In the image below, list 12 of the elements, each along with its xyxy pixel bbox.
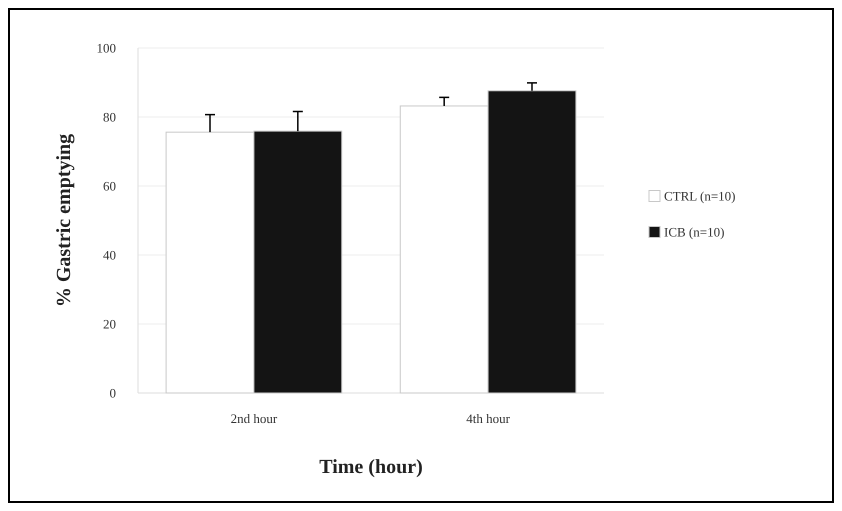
x-tick-label: 2nd hour (230, 411, 278, 426)
x-tick-label: 4th hour (466, 411, 511, 426)
y-tick-label: 40 (103, 248, 116, 263)
y-tick-label: 60 (103, 178, 116, 194)
y-tick-label: 0 (110, 386, 116, 401)
y-tick-label: 20 (103, 316, 116, 332)
x-axis-title: Time (hour) (319, 456, 423, 478)
legend-label: ICB (n=10) (664, 224, 724, 240)
y-axis-title: % Gastric emptying (53, 134, 75, 308)
y-tick-label: 80 (103, 110, 116, 125)
y-tick-label: 100 (96, 40, 116, 56)
legend-label: CTRL (n=10) (664, 188, 736, 204)
